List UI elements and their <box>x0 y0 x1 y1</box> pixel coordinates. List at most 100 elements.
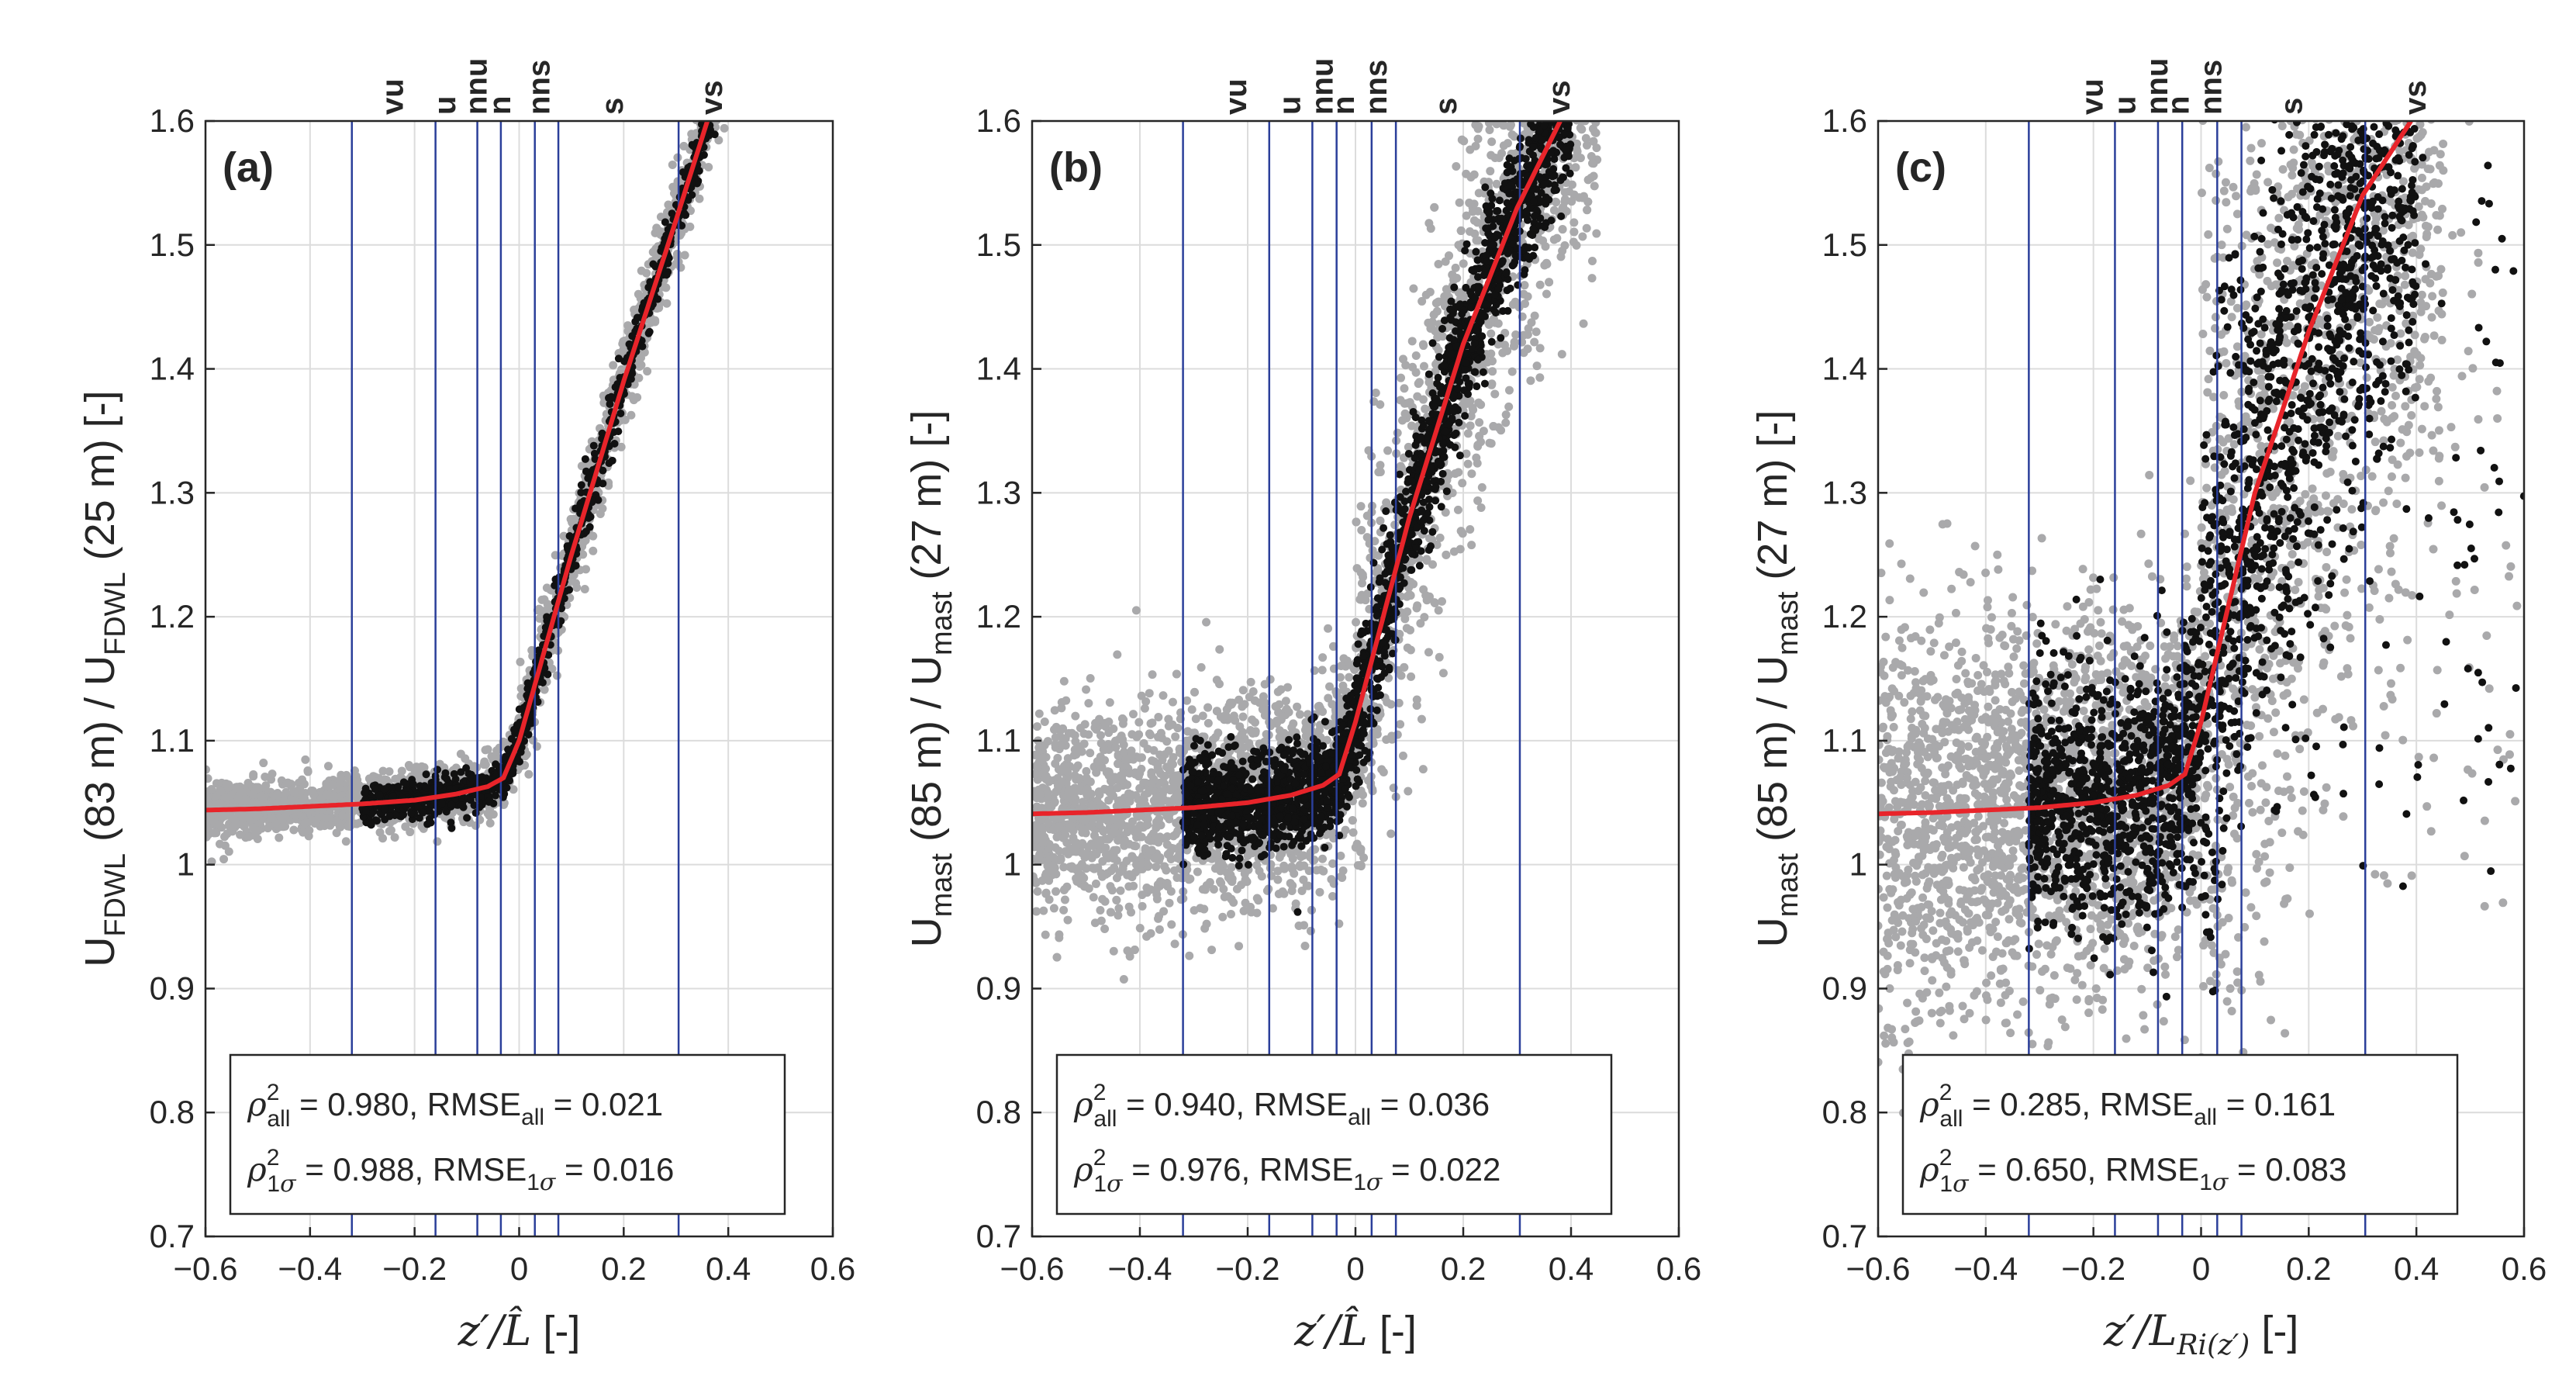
gray-point <box>1238 712 1248 721</box>
gray-point <box>1462 211 1471 220</box>
gray-point <box>1300 942 1310 951</box>
gray-point <box>209 828 219 838</box>
gray-point <box>298 775 307 784</box>
black-point <box>450 769 458 778</box>
black-point <box>709 70 717 78</box>
gray-point <box>744 13 753 22</box>
gray-point <box>413 766 422 776</box>
gray-point <box>721 47 730 56</box>
gray-point <box>205 823 212 832</box>
stats-text: = 0.021 <box>544 1086 663 1122</box>
gray-point <box>1317 666 1327 675</box>
x-tick-label: 0.6 <box>810 1250 855 1287</box>
black-point <box>720 61 727 68</box>
gray-point <box>695 194 704 203</box>
rho-symbol: ρ <box>247 1085 267 1123</box>
gray-point <box>287 795 296 804</box>
gray-point <box>1203 718 1213 728</box>
black-point <box>591 455 599 463</box>
gray-point <box>1590 57 1599 65</box>
black-point <box>419 808 427 817</box>
y-tick-label: 1.5 <box>150 226 195 263</box>
gray-point <box>716 71 724 80</box>
gray-point <box>1463 429 1473 438</box>
gray-point <box>1528 93 1536 102</box>
gray-point <box>1063 915 1072 925</box>
gray-point <box>733 40 741 49</box>
gray-point <box>704 162 713 171</box>
x-axis-label: z′/L̂ [-] <box>458 1305 581 1355</box>
gray-point <box>1547 54 1556 63</box>
gray-point <box>289 825 299 835</box>
black-point <box>733 34 741 42</box>
black-point <box>728 27 736 35</box>
gray-point <box>733 7 741 16</box>
black-point <box>734 25 741 33</box>
black-point <box>721 71 729 79</box>
black-point <box>394 782 402 790</box>
gray-point <box>725 69 734 78</box>
black-point <box>640 299 648 307</box>
gray-point <box>205 774 212 783</box>
gray-point <box>741 0 750 7</box>
gray-point <box>336 822 345 832</box>
black-point <box>727 57 734 65</box>
black-point <box>719 62 727 70</box>
gray-point <box>433 837 442 846</box>
stability-class-label: vu <box>376 78 410 115</box>
black-point <box>646 278 654 286</box>
y-tick-label: 0.8 <box>150 1094 195 1130</box>
gray-point <box>1550 62 1559 71</box>
rho-symbol: ρ <box>247 1150 267 1188</box>
y-label-part: U <box>77 937 123 967</box>
gray-point <box>1218 912 1228 922</box>
gray-point <box>723 73 731 81</box>
gray-point <box>741 9 749 17</box>
gray-point <box>1520 281 1529 290</box>
gray-point <box>720 123 729 133</box>
gray-point <box>1578 60 1587 68</box>
gray-point <box>217 823 226 832</box>
gray-point <box>735 14 744 22</box>
gray-point <box>708 40 717 49</box>
gray-point <box>1050 706 1059 715</box>
gray-point <box>1202 919 1211 928</box>
black-point <box>734 16 742 23</box>
gray-point <box>748 25 756 33</box>
gray-point <box>714 136 723 145</box>
gray-point <box>712 65 720 74</box>
gray-point <box>1452 162 1461 171</box>
gray-point <box>731 44 740 53</box>
gray-point <box>1200 885 1210 894</box>
black-point <box>723 62 731 70</box>
gray-point <box>323 762 333 771</box>
gray-point <box>727 49 735 57</box>
panel-label: (a) <box>223 144 274 191</box>
gray-point <box>390 833 399 842</box>
stats-text: = 0.016 <box>555 1151 674 1188</box>
gray-point <box>580 585 589 594</box>
gray-point <box>1424 648 1433 657</box>
black-point <box>729 50 737 58</box>
gray-point <box>728 62 737 71</box>
gray-point <box>572 583 582 593</box>
y-label-subscript: FDWL <box>99 853 132 937</box>
gray-point <box>738 41 747 50</box>
gray-point <box>635 361 644 371</box>
gray-point <box>322 790 331 800</box>
gray-point <box>735 17 744 26</box>
stats-line-all: ρ2 all = 0.980, RMSEall = 0.021 <box>247 1080 663 1132</box>
gray-point <box>1576 64 1585 73</box>
gray-point <box>1566 54 1574 63</box>
black-point <box>717 51 725 59</box>
black-point <box>732 36 740 44</box>
gray-point <box>1463 459 1473 469</box>
black-point <box>565 586 574 594</box>
gray-point <box>267 814 276 823</box>
gray-point <box>272 790 281 800</box>
gray-point <box>734 39 743 47</box>
panel-1: −0.6 −0.4 −0.2 0 0.2 0.4 0.60.70.80.911.11.21.… <box>77 0 855 1355</box>
gray-point <box>734 5 742 13</box>
gray-point <box>254 783 263 792</box>
gray-point <box>1281 697 1290 706</box>
